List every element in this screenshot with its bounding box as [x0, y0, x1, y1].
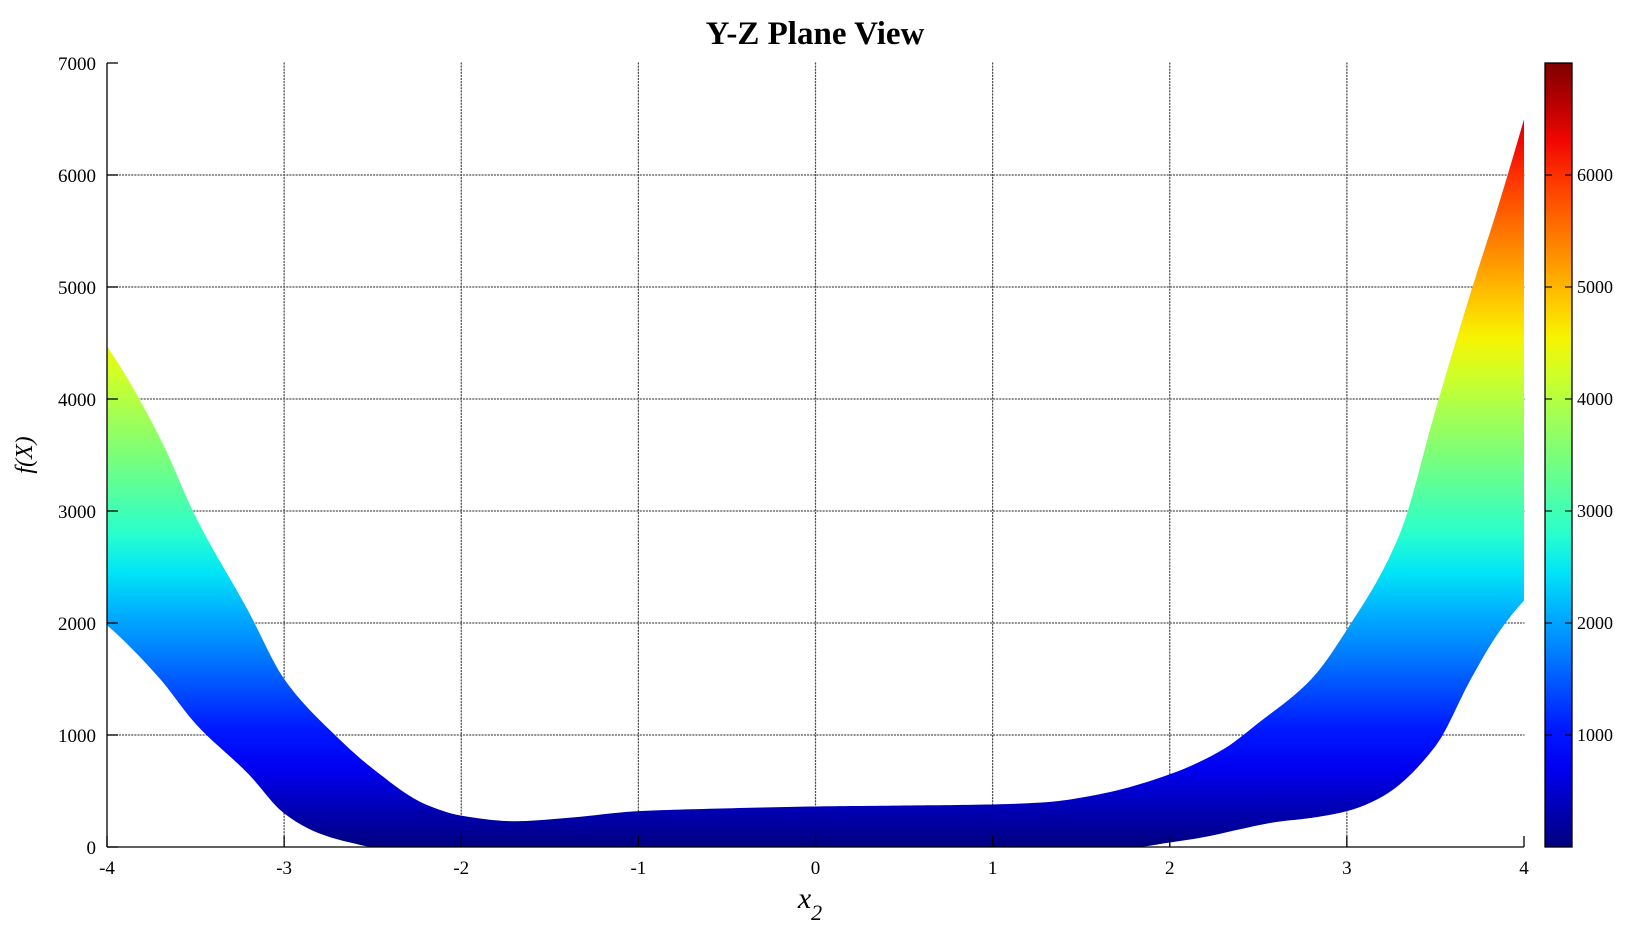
- svg-text:1: 1: [988, 858, 998, 879]
- svg-text:Y-Z Plane View: Y-Z Plane View: [706, 16, 925, 52]
- svg-text:2000: 2000: [1577, 613, 1613, 633]
- svg-text:4000: 4000: [58, 390, 96, 411]
- svg-text:0: 0: [811, 858, 821, 879]
- svg-text:-4: -4: [99, 858, 115, 879]
- svg-text:5000: 5000: [1577, 277, 1613, 297]
- svg-text:4000: 4000: [1577, 389, 1613, 409]
- svg-text:0: 0: [87, 838, 97, 859]
- svg-text:6000: 6000: [58, 166, 96, 187]
- svg-text:4: 4: [1519, 858, 1529, 879]
- svg-text:6000: 6000: [1577, 165, 1613, 185]
- svg-text:f(X): f(X): [12, 436, 38, 473]
- svg-text:-3: -3: [276, 858, 292, 879]
- svg-text:2: 2: [1165, 858, 1175, 879]
- svg-text:-1: -1: [630, 858, 646, 879]
- svg-text:-2: -2: [453, 858, 469, 879]
- svg-text:7000: 7000: [58, 54, 96, 75]
- svg-text:5000: 5000: [58, 278, 96, 299]
- svg-text:1000: 1000: [58, 726, 96, 747]
- svg-text:3000: 3000: [1577, 501, 1613, 521]
- svg-text:3: 3: [1342, 858, 1352, 879]
- svg-text:x2: x2: [797, 882, 822, 925]
- svg-text:3000: 3000: [58, 502, 96, 523]
- svg-text:1000: 1000: [1577, 725, 1613, 745]
- svg-text:2000: 2000: [58, 614, 96, 635]
